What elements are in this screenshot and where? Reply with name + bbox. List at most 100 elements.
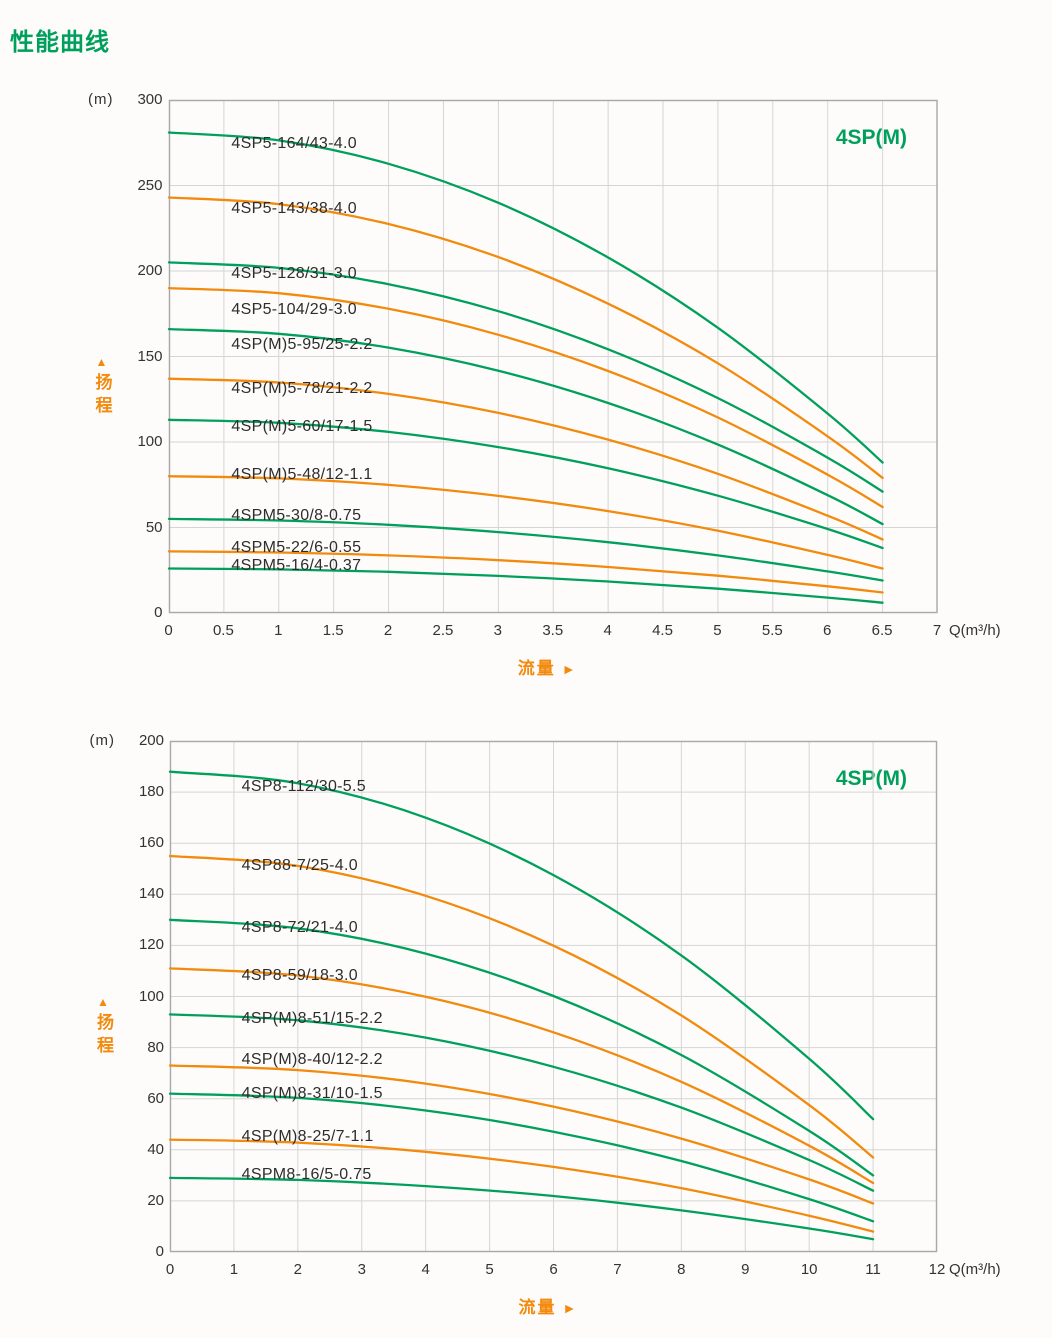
x-tick-label: 4.5 [652,622,673,639]
x-tick-label: 3 [357,1261,366,1278]
x-tick-label: 10 [800,1261,818,1278]
curve-4SP(M)8-51/15-2.2 [168,1013,875,1192]
curve-label: 4SP5-104/29-3.0 [231,301,357,319]
y-tick-label: 100 [138,987,164,1005]
y-tick-label: 80 [147,1038,164,1056]
curve-label: 4SP8-72/21-4.0 [241,918,358,936]
x-tick-label: 5 [485,1261,494,1278]
x-tick-label: 6.5 [871,622,893,639]
up-arrow-icon: ▲ [95,354,108,369]
y-tick-label: 20 [147,1191,164,1209]
curve-label: 4SP(M)8-51/15-2.2 [241,1010,383,1028]
y-tick-label: 150 [137,347,163,365]
y-axis-unit: (m) [88,91,114,108]
curve-label: 4SPM5-16/4-0.37 [231,556,362,574]
x-tick-label: 12 [928,1261,946,1278]
curve-label: 4SP(M)8-31/10-1.5 [241,1084,383,1102]
curve-4SP5-164/43-4.0 [167,131,884,464]
y-axis-unit: (m) [89,732,115,749]
curve-4SP(M)5-78/21-2.2 [167,377,884,541]
y-axis-title-text: 扬程 [92,372,112,419]
curve-label: 4SP8-112/30-5.5 [241,777,366,795]
curve-label: 4SP(M)5-78/21-2.2 [231,379,373,397]
y-tick-label: 250 [137,176,163,194]
x-axis-unit: Q(m³/h) [949,622,1001,639]
curve-4SP(M)5-95/25-2.2 [167,327,884,526]
curve-4SPM5-16/4-0.37 [167,567,884,604]
x-tick-label: 5 [713,622,722,639]
curve-label: 4SP(M)5-48/12-1.1 [231,466,373,484]
series-family-label: 4SP(M) [835,767,907,790]
y-tick-label: 100 [137,433,163,450]
curve-4SP8-59/18-3.0 [168,967,875,1185]
curve-label: 4SPM5-22/6-0.55 [231,539,362,557]
curve-4SPM5-30/8-0.75 [167,517,884,582]
plot-border [168,100,937,613]
y-tick-label: 160 [138,834,164,852]
right-arrow-icon: ► [562,1300,577,1316]
curve-label: 4SP(M)8-25/7-1.1 [241,1128,374,1146]
x-tick-label: 0 [164,622,173,639]
curve-4SP8-112/30-5.5 [168,770,875,1121]
curve-4SP8-72/21-4.0 [168,918,875,1177]
plot-border [170,741,937,1252]
x-tick-label: 2 [293,1261,302,1278]
x-tick-label: 9 [741,1261,750,1278]
x-tick-label: 7 [613,1261,622,1278]
curve-4SP5-128/31-3.0 [167,261,884,493]
x-tick-label: 6 [823,622,832,639]
curve-label: 4SP5-143/38-4.0 [231,200,357,218]
x-tick-label: 5.5 [761,622,783,639]
y-tick-label: 200 [137,262,163,279]
curve-label: 4SPM8-16/5-0.75 [241,1166,372,1184]
curve-4SP(M)5-60/17-1.5 [167,418,884,550]
x-tick-label: 1.5 [322,622,344,639]
x-tick-label: 6 [549,1261,558,1278]
curve-4SPM5-22/6-0.55 [167,550,884,594]
y-tick-label: 180 [138,783,164,801]
x-tick-label: 11 [865,1261,881,1278]
y-tick-label: 200 [138,732,164,749]
curve-4SP(M)8-31/10-1.5 [168,1092,875,1223]
curve-4SP(M)5-48/12-1.1 [167,475,884,570]
plot-area [167,99,938,614]
x-axis-title: 流量 ► [519,1293,577,1318]
x-axis-unit: Q(m³/h) [949,1261,1001,1278]
x-tick-label: 1 [229,1261,239,1278]
x-tick-label: 0.5 [212,622,234,639]
x-tick-label: 3.5 [542,622,564,639]
curve-4SP(M)8-40/12-2.2 [168,1064,875,1205]
y-tick-label: 0 [155,1243,164,1260]
y-tick-label: 300 [137,91,163,108]
x-tick-label: 4 [421,1261,430,1278]
up-arrow-icon: ▲ [97,994,109,1009]
y-tick-label: 60 [147,1089,164,1107]
y-tick-label: 0 [154,604,163,621]
curve-label: 4SP(M)5-60/17-1.5 [231,417,373,435]
y-tick-label: 140 [138,885,164,903]
curve-4SP88-7/25-4.0 [168,854,875,1159]
x-tick-label: 7 [932,622,942,639]
x-tick-label: 1 [274,622,283,639]
x-tick-label: 3 [493,622,503,639]
curve-4SP5-143/38-4.0 [167,196,884,480]
curve-label: 4SP88-7/25-4.0 [241,857,358,875]
y-tick-label: 50 [145,518,163,536]
x-tick-label: 8 [677,1261,686,1278]
x-tick-label: 2.5 [432,622,454,639]
series-family-label: 4SP(M) [835,126,907,149]
page-title: 性能曲线 [10,29,110,56]
y-tick-label: 40 [147,1140,164,1158]
curve-label: 4SP5-164/43-4.0 [231,135,357,153]
curve-label: 4SP(M)5-95/25-2.2 [231,335,373,353]
x-axis-title-text: 流量 [517,659,556,678]
right-arrow-icon: ► [561,661,576,677]
x-tick-label: 2 [383,622,393,639]
curve-label: 4SP(M)8-40/12-2.2 [241,1051,383,1069]
curve-label: 4SP5-128/31-3.0 [231,265,357,283]
y-tick-label: 120 [138,936,164,954]
x-axis-title: 流量 ► [518,654,576,679]
